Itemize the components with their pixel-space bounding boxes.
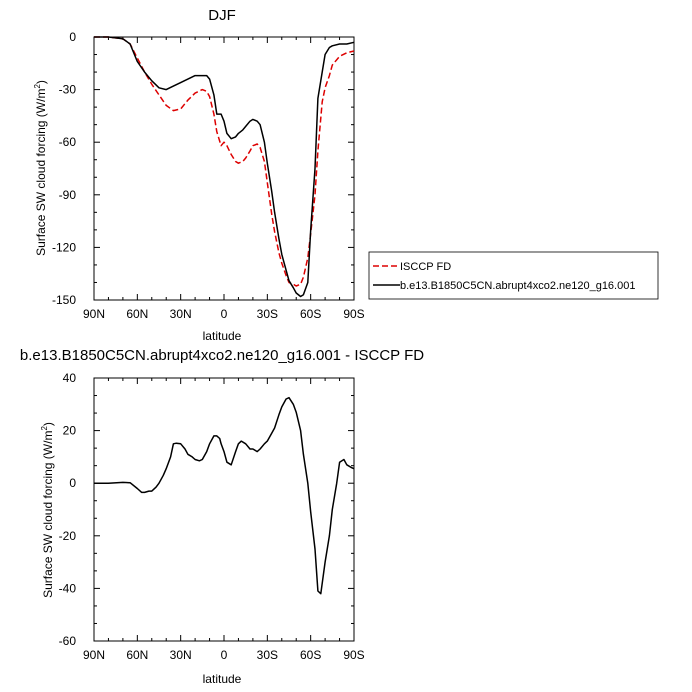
bot-y-tick-label: 40	[63, 371, 77, 385]
top-x-tick-label: 30N	[170, 307, 192, 321]
bottom-y-axis-label-superscript: 2	[40, 426, 49, 431]
top-y-tick-label: -30	[59, 83, 77, 97]
top-chart-title: DJF	[208, 7, 236, 24]
bot-x-tick-label: 60S	[300, 648, 321, 662]
top-y-tick-label: -150	[52, 293, 76, 307]
top-x-tick-label: 60S	[300, 307, 321, 321]
legend-box	[368, 251, 659, 300]
legend-label-isccp: ISCCP FD	[400, 261, 451, 273]
bottom-y-axis-label-main: Surface SW cloud forcing (W/m	[41, 431, 55, 598]
top-x-tick-label: 30S	[257, 307, 278, 321]
top-y-axis-label-main: Surface SW cloud forcing (W/m	[34, 89, 48, 256]
top-series-line-0	[94, 36, 355, 287]
bottom-y-axis-label: Surface SW cloud forcing (W/m2)	[40, 422, 55, 598]
top-y-tick-label: -120	[52, 240, 76, 254]
top-x-tick-label: 90S	[343, 307, 364, 321]
top-x-axis-label: latitude	[203, 329, 242, 343]
top-panel: DJF 90N 60N 30N 0 30S 60S 90S 0 -30 -60 -90 -120 -1…	[33, 7, 659, 343]
bottom-y-axis: 40 20 0 -20 -40 -60	[59, 371, 354, 648]
bot-y-tick-label: -60	[59, 634, 77, 648]
top-x-tick-label: 90N	[83, 307, 105, 321]
bot-y-tick-label: -20	[59, 529, 77, 543]
bottom-y-axis-label-suffix: )	[41, 422, 55, 426]
bot-y-tick-label: -40	[59, 581, 77, 595]
bot-x-tick-label: 30N	[170, 648, 192, 662]
bot-x-tick-label: 90N	[83, 648, 105, 662]
bot-series-line-0	[94, 396, 355, 595]
top-y-tick-label: -90	[59, 188, 77, 202]
top-x-tick-label: 60N	[126, 307, 148, 321]
bot-x-tick-label: 30S	[257, 648, 278, 662]
legend-label-model: b.e13.B1850C5CN.abrupt4xco2.ne120_g16.00…	[400, 280, 635, 292]
bot-y-tick-label: 0	[69, 476, 76, 490]
top-y-axis-label-superscript: 2	[33, 84, 42, 89]
top-y-axis: 0 -30 -60 -90 -120 -150	[52, 30, 354, 307]
bottom-plot-frame	[93, 377, 355, 642]
top-legend: ISCCP FD b.e13.B1850C5CN.abrupt4xco2.ne1…	[368, 251, 659, 300]
top-series-line-1	[94, 36, 355, 298]
bottom-chart-title: b.e13.B1850C5CN.abrupt4xco2.ne120_g16.00…	[20, 347, 424, 364]
bottom-panel: b.e13.B1850C5CN.abrupt4xco2.ne120_g16.00…	[20, 347, 424, 686]
bot-x-tick-label: 60N	[126, 648, 148, 662]
top-y-tick-label: 0	[69, 30, 76, 44]
top-y-axis-label-suffix: )	[34, 80, 48, 84]
top-x-axis: 90N 60N 30N 0 30S 60S 90S	[83, 37, 365, 321]
bottom-x-axis: 90N 60N 30N 0 30S 60S 90S	[83, 378, 365, 662]
bot-x-tick-label: 90S	[343, 648, 364, 662]
top-y-axis-label: Surface SW cloud forcing (W/m2)	[33, 80, 48, 256]
top-x-tick-label: 0	[221, 307, 228, 321]
bottom-plot-area: 90N 60N 30N 0 30S 60S 90S 40 20 0 -20 -40 -60	[59, 371, 365, 662]
bottom-series-lines	[94, 396, 355, 595]
top-series-lines	[94, 36, 355, 298]
top-plot-area: 90N 60N 30N 0 30S 60S 90S 0 -30 -60 -90 -120 -150	[52, 30, 365, 321]
bot-y-tick-label: 20	[63, 424, 77, 438]
top-y-tick-label: -60	[59, 135, 77, 149]
bottom-x-axis-label: latitude	[203, 672, 242, 686]
bot-x-tick-label: 0	[221, 648, 228, 662]
